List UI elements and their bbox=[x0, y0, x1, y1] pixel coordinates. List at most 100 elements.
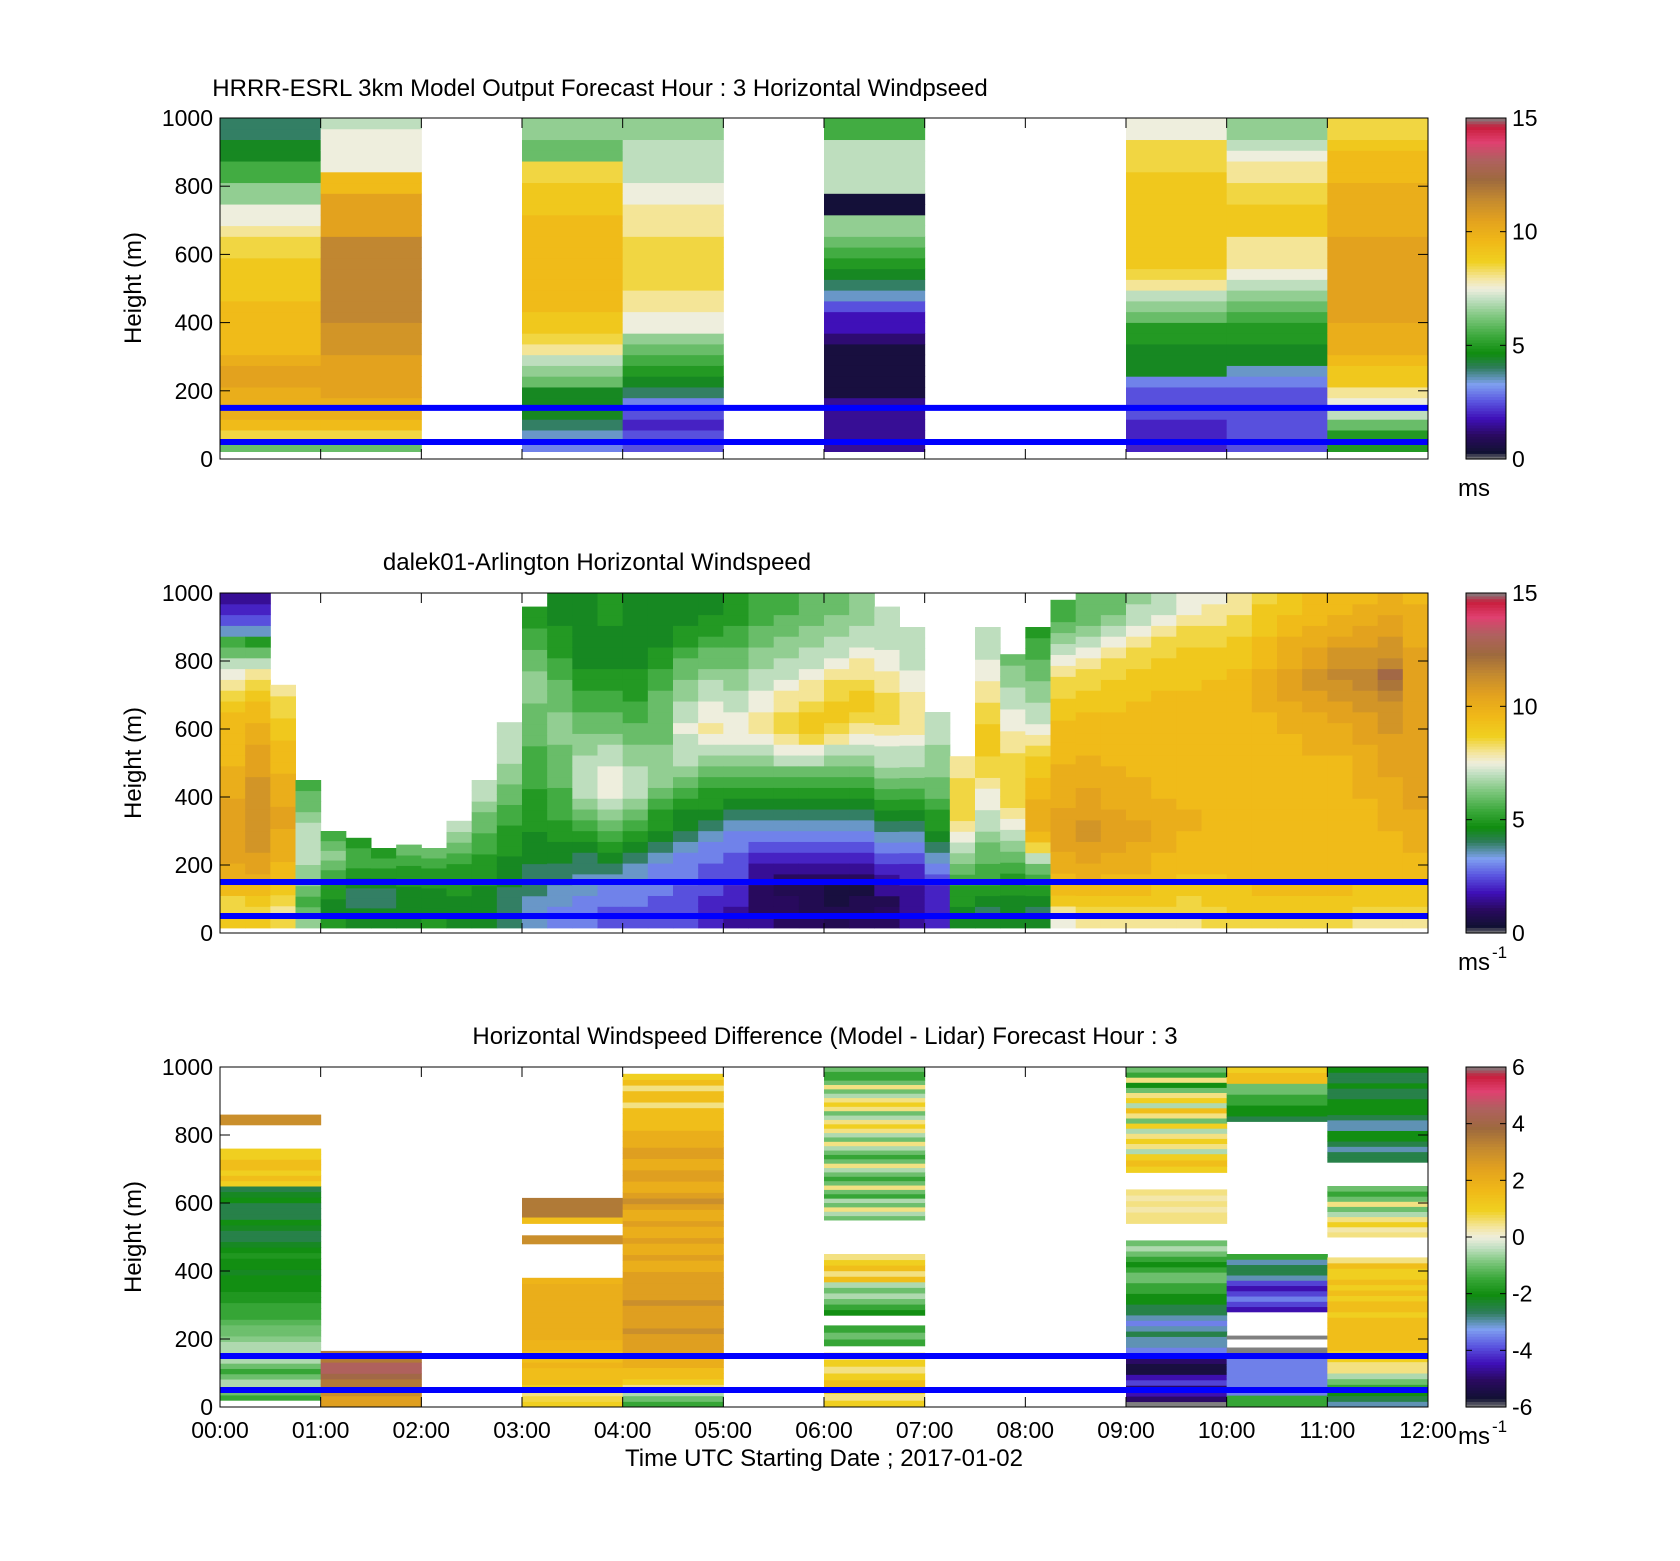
lidar-cell bbox=[1402, 755, 1429, 767]
lidar-cell bbox=[1050, 676, 1077, 688]
lidar-cell bbox=[1075, 744, 1102, 756]
difference-cell bbox=[622, 1361, 724, 1368]
lidar-cell bbox=[1100, 647, 1127, 659]
model-cell bbox=[1226, 118, 1328, 130]
difference-cell bbox=[1226, 1275, 1328, 1281]
lidar-cell bbox=[1277, 603, 1303, 616]
lidar-cell bbox=[1151, 906, 1177, 918]
lidar-cell bbox=[1025, 659, 1051, 671]
difference-cell bbox=[220, 1197, 322, 1204]
difference-cell bbox=[824, 1093, 926, 1099]
difference-cell bbox=[522, 1204, 624, 1212]
lidar-cell bbox=[849, 722, 875, 734]
colorbar-swatch bbox=[1466, 1307, 1506, 1312]
lidar-cell bbox=[673, 755, 699, 767]
lidar-cell bbox=[899, 831, 926, 843]
model-cell bbox=[522, 193, 624, 205]
colorbar-swatch bbox=[1466, 1123, 1506, 1128]
lidar-cell bbox=[1402, 744, 1429, 756]
colorbar-swatch bbox=[1466, 439, 1506, 443]
lidar-cell bbox=[924, 917, 951, 929]
lidar-cell bbox=[748, 647, 775, 659]
lidar-cell bbox=[1352, 647, 1379, 659]
difference-cell bbox=[1226, 1395, 1328, 1402]
lidar-cell bbox=[1075, 625, 1102, 637]
lidar-cell bbox=[522, 745, 548, 758]
colorbar-swatch bbox=[1466, 402, 1506, 406]
lidar-cell bbox=[748, 733, 775, 745]
lidar-cell bbox=[622, 668, 649, 680]
colorbar-swatch bbox=[1466, 447, 1506, 452]
difference-cell bbox=[522, 1356, 624, 1363]
difference-cell bbox=[622, 1141, 724, 1148]
lidar-cell bbox=[1352, 614, 1379, 626]
model-cell bbox=[1126, 322, 1228, 334]
lidar-cell bbox=[1302, 603, 1328, 616]
lidar-cell bbox=[748, 852, 775, 864]
lidar-cell bbox=[547, 776, 573, 788]
colorbar-swatch bbox=[1466, 621, 1506, 625]
model-cell bbox=[220, 354, 322, 366]
lidar-cell bbox=[748, 798, 775, 810]
lidar-cell bbox=[1277, 841, 1303, 853]
colorbar-swatch bbox=[1466, 714, 1506, 719]
colorbar-swatch bbox=[1466, 382, 1506, 386]
lidar-cell bbox=[1302, 895, 1328, 907]
lidar-cell bbox=[220, 744, 246, 756]
lidar-cell bbox=[1100, 895, 1127, 907]
lidar-cell bbox=[949, 831, 976, 843]
difference-cell bbox=[1327, 1191, 1429, 1197]
difference-cell bbox=[1126, 1358, 1228, 1364]
colorbar-swatch bbox=[1466, 1237, 1506, 1241]
lidar-cell bbox=[1050, 643, 1077, 655]
colorbar-swatch bbox=[1466, 396, 1506, 400]
lidar-cell bbox=[522, 767, 548, 779]
difference-cell bbox=[824, 1101, 926, 1107]
lidar-cell bbox=[270, 839, 296, 852]
colorbar-swatch bbox=[1466, 618, 1506, 622]
model-cell bbox=[320, 322, 422, 334]
colorbar-swatch bbox=[1466, 183, 1506, 187]
lidar-cell bbox=[572, 593, 598, 605]
difference-cell bbox=[1327, 1156, 1429, 1163]
lidar-cell bbox=[245, 679, 271, 691]
difference-cell bbox=[622, 1356, 724, 1363]
model-cell bbox=[1327, 343, 1429, 356]
lidar-cell bbox=[723, 841, 749, 853]
difference-cell bbox=[220, 1208, 322, 1215]
model-cell bbox=[522, 408, 624, 420]
lidar-cell bbox=[622, 722, 649, 734]
lidar-cell bbox=[547, 701, 573, 713]
lidar-cell bbox=[1277, 711, 1303, 724]
lidar-cell bbox=[1226, 722, 1253, 734]
lidar-cell bbox=[522, 692, 548, 704]
colorbar-swatch bbox=[1466, 254, 1506, 258]
lidar-cell bbox=[1226, 603, 1253, 616]
difference-cell bbox=[824, 1265, 926, 1272]
lidar-cell bbox=[572, 841, 598, 853]
lidar-cell bbox=[597, 863, 624, 875]
lidar-cell bbox=[773, 776, 800, 788]
lidar-cell bbox=[849, 711, 875, 724]
colorbar-swatch bbox=[1466, 712, 1506, 716]
difference-cell bbox=[622, 1367, 724, 1374]
lidar-cell bbox=[673, 841, 699, 853]
lidar-cell bbox=[723, 895, 749, 907]
colorbar-swatch bbox=[1466, 899, 1506, 903]
colorbar-swatch bbox=[1466, 1276, 1506, 1281]
lidar-cell bbox=[1126, 917, 1152, 929]
lidar-cell bbox=[975, 755, 1001, 768]
lidar-cell bbox=[471, 853, 498, 866]
lidar-cell bbox=[949, 777, 976, 789]
model-cell bbox=[622, 139, 724, 151]
colorbar-swatch bbox=[1466, 208, 1506, 213]
lidar-cell bbox=[723, 636, 749, 648]
lidar-cell bbox=[1327, 895, 1353, 907]
lidar-cell bbox=[572, 830, 598, 842]
colorbar-swatch bbox=[1466, 444, 1506, 449]
lidar-cell bbox=[975, 627, 1001, 639]
model-cell bbox=[1327, 247, 1429, 259]
colorbar-swatch bbox=[1466, 368, 1506, 372]
difference-cell bbox=[1226, 1110, 1328, 1117]
lidar-cell bbox=[1201, 711, 1228, 724]
